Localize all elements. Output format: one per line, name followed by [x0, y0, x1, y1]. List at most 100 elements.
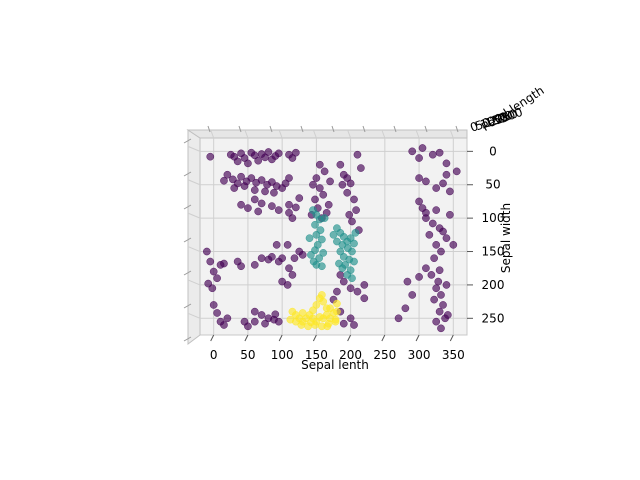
data-point-class-0 [298, 251, 307, 259]
data-point-class-0 [213, 309, 221, 317]
depth-tick-mark [183, 336, 192, 342]
data-point-class-0 [288, 214, 297, 222]
data-point-class-1 [333, 237, 341, 246]
x-tick-label: 0 [210, 348, 218, 362]
data-point-class-0 [360, 281, 369, 289]
top-tick-mark [362, 125, 366, 133]
x-tick-mark [347, 334, 352, 342]
data-point-class-0 [442, 159, 451, 168]
data-point-class-0 [274, 206, 283, 214]
data-point-class-0 [270, 188, 278, 197]
data-point-class-0 [257, 311, 266, 319]
x-gridline-top [381, 129, 386, 139]
data-point-class-0 [283, 240, 292, 249]
data-point-class-2 [297, 321, 306, 329]
data-point-class-0 [415, 154, 423, 162]
data-point-class-2 [333, 307, 341, 316]
data-point-class-0 [257, 176, 266, 184]
data-point-class-0 [408, 291, 417, 299]
top-tick-mark [455, 125, 459, 133]
data-point-class-0 [283, 281, 292, 289]
data-point-class-0 [449, 240, 458, 249]
y-tick-label: 150 [482, 245, 505, 259]
data-point-class-0 [268, 253, 276, 261]
data-point-class-0 [422, 264, 430, 273]
data-point-class-2 [298, 309, 307, 317]
y-axis-label: Sepal width [499, 203, 513, 273]
data-point-class-0 [240, 317, 249, 326]
data-point-class-0 [401, 304, 410, 313]
y-gridline-side [187, 179, 201, 186]
data-point-class-1 [350, 257, 358, 266]
data-point-class-0 [291, 148, 300, 157]
data-point-class-0 [428, 219, 437, 228]
depth-tick-mark [183, 171, 192, 177]
data-point-class-0 [343, 188, 352, 197]
data-point-class-2 [331, 315, 340, 324]
depth-tick-mark [183, 303, 192, 309]
data-point-class-0 [268, 202, 276, 210]
data-point-class-0 [237, 200, 245, 209]
data-point-class-0 [250, 195, 259, 204]
data-point-class-0 [220, 176, 228, 185]
x-tick-mark [312, 334, 317, 342]
data-point-class-0 [360, 294, 369, 303]
data-point-class-0 [432, 240, 441, 249]
data-point-class-0 [339, 277, 348, 286]
data-point-class-0 [403, 277, 412, 286]
data-point-class-0 [233, 157, 242, 166]
data-point-class-0 [244, 204, 252, 212]
data-point-class-0 [432, 206, 441, 214]
data-point-class-0 [274, 317, 283, 326]
data-point-class-0 [439, 179, 447, 188]
data-point-class-0 [439, 227, 447, 236]
data-point-class-2 [333, 299, 341, 308]
y-tick-label: 50 [485, 178, 500, 192]
data-point-class-0 [250, 317, 259, 326]
data-point-class-0 [394, 314, 403, 323]
data-point-class-0 [432, 184, 441, 192]
y-tick-label: 250 [482, 311, 505, 325]
top-tick-mark [393, 125, 397, 133]
data-point-class-0 [285, 200, 293, 209]
data-point-class-0 [250, 186, 259, 194]
x-gridline-top [449, 129, 454, 139]
x-gridline-top [244, 129, 249, 139]
top-tick-mark [331, 125, 335, 133]
data-point-class-0 [353, 287, 362, 296]
data-point-class-1 [350, 239, 358, 248]
data-point-class-0 [422, 177, 430, 186]
data-point-class-0 [206, 152, 215, 161]
x-tick-mark [449, 334, 454, 342]
data-point-class-2 [319, 297, 328, 306]
depth-tick-mark [183, 237, 192, 243]
depth-axis [183, 125, 459, 342]
data-point-class-0 [274, 149, 283, 158]
y-gridline-side [187, 279, 201, 286]
data-point-class-0 [348, 217, 356, 226]
data-point-class-0 [278, 254, 287, 263]
data-point-class-0 [315, 160, 324, 169]
x-gridline-top [415, 129, 420, 139]
x-gridline-top [347, 129, 352, 139]
data-point-class-1 [309, 257, 318, 266]
data-point-class-0 [213, 274, 221, 283]
data-point-class-0 [357, 164, 365, 172]
x-tick-mark [415, 334, 420, 342]
x-axis: 0 50 100 150 200 250 300 350 [210, 334, 465, 362]
side-pane [187, 129, 201, 345]
x-tick-label: 350 [442, 348, 465, 362]
data-point-class-0 [446, 210, 454, 219]
x-gridline-top [210, 129, 215, 139]
y-tick-label: 0 [489, 144, 497, 158]
data-point-class-1 [305, 234, 314, 243]
data-point-class-0 [254, 207, 263, 216]
data-point-class-0 [352, 206, 360, 214]
data-point-class-0 [208, 284, 217, 293]
data-point-class-0 [452, 167, 461, 176]
data-point-class-0 [338, 180, 347, 189]
data-point-class-0 [435, 148, 444, 157]
data-point-class-0 [326, 177, 334, 186]
data-point-class-0 [315, 184, 324, 192]
